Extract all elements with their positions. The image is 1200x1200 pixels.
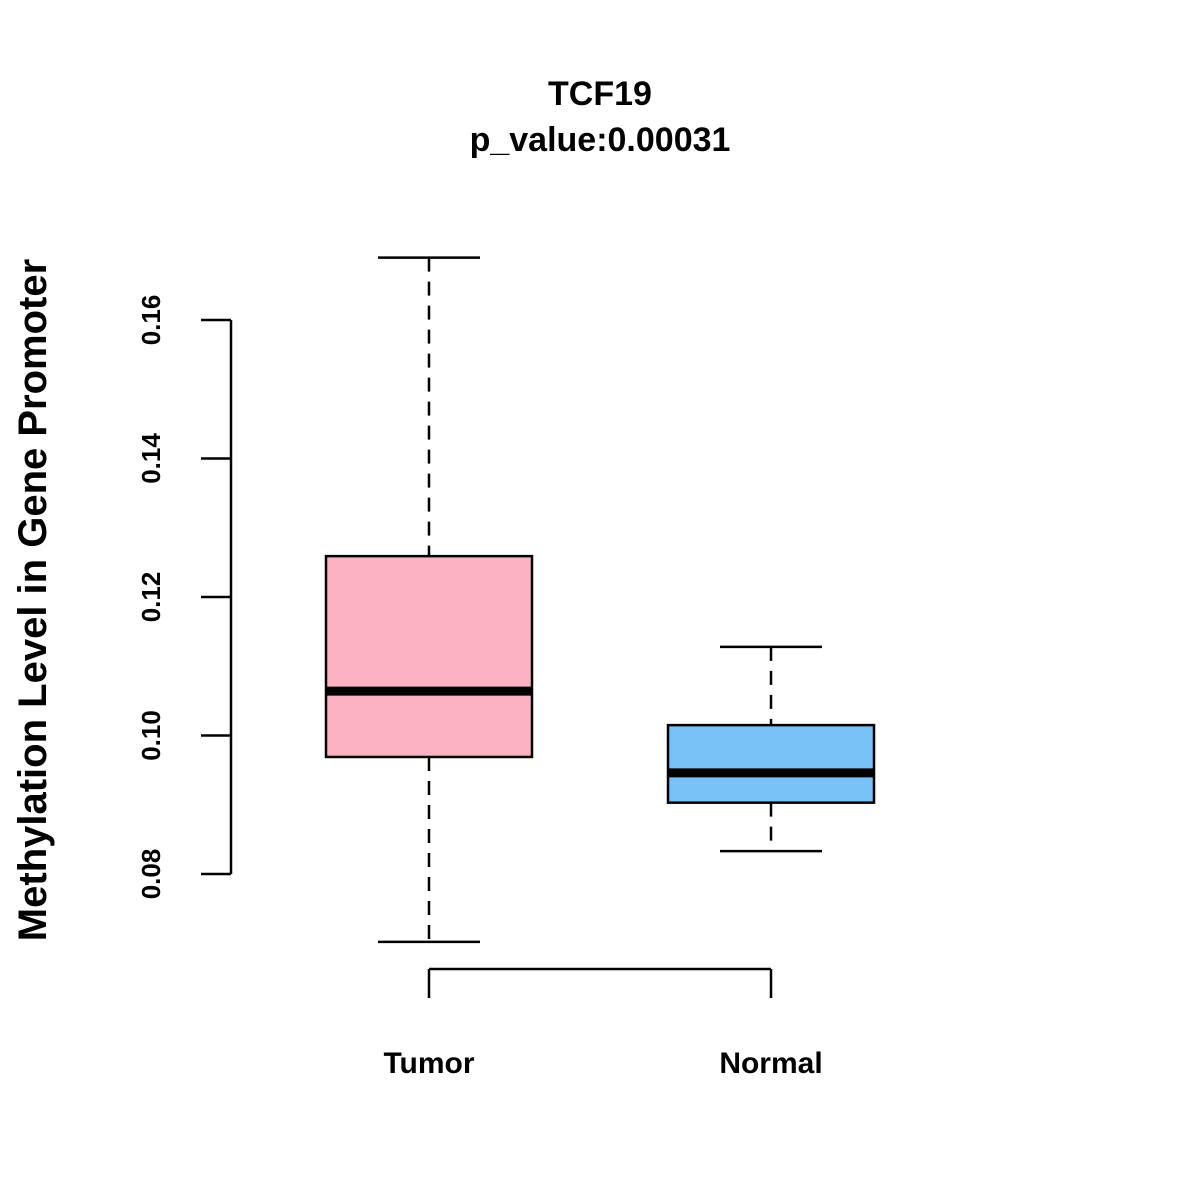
y-tick-label: 0.10 [136,710,166,761]
x-tick-label: Normal [719,1047,822,1080]
iqr-box [666,723,876,804]
x-tick-label: Tumor [383,1047,474,1080]
boxes [324,256,876,944]
y-axis-label: Methylation Level in Gene Promoter [11,259,55,941]
y-tick-label: 0.14 [136,433,166,484]
box-normal [666,645,876,853]
chart-title: TCF19 [548,75,652,113]
iqr-box [324,554,534,759]
y-tick-label: 0.12 [136,572,166,623]
x-axis: Tumor Normal [383,967,823,1080]
box-tumor [324,256,534,944]
y-axis: 0.08 0.10 0.12 0.14 0.16 [136,295,233,900]
y-tick-label: 0.16 [136,295,166,346]
chart-subtitle: p_value:0.00031 [470,121,731,159]
y-tick-label: 0.08 [136,849,166,900]
